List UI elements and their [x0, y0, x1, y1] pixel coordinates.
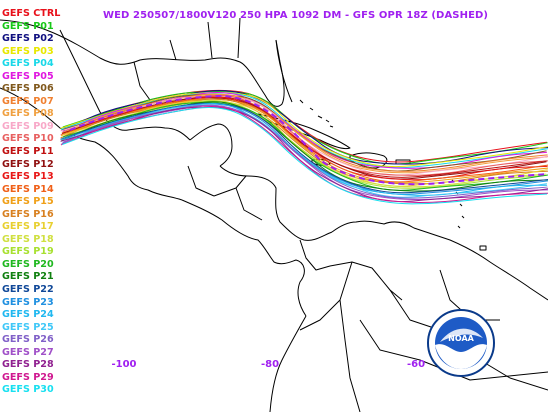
member-contour [60, 101, 548, 192]
member-contour [60, 92, 548, 168]
legend-item: GEFS P06 [2, 83, 54, 95]
member-contour [60, 106, 548, 203]
legend-item: GEFS P29 [2, 371, 54, 383]
legend-item: GEFS P11 [2, 146, 54, 158]
legend-item: GEFS P13 [2, 171, 54, 183]
legend-item: GEFS P14 [2, 183, 54, 195]
member-contour [61, 94, 548, 174]
noaa-logo: NOAA [427, 309, 495, 377]
member-contour [60, 98, 548, 185]
legend-item: GEFS CTRL [2, 8, 61, 19]
legend-item: GEFS P03 [2, 45, 54, 57]
longitude-label: -60 [406, 359, 426, 370]
member-contour [60, 94, 548, 176]
legend-item: GEFS P21 [2, 271, 54, 283]
member-contour [60, 102, 548, 194]
legend-item: GEFS P24 [2, 309, 54, 321]
member-contour [63, 96, 548, 181]
member-contour [62, 92, 547, 169]
member-contour [62, 106, 548, 205]
ensemble-member-contours [60, 89, 548, 205]
legend-item: GEFS P28 [2, 359, 54, 371]
noaa-logo-text: NOAA [448, 334, 474, 343]
member-contour [62, 103, 548, 196]
legend-item: GEFS P17 [2, 221, 54, 233]
legend-item: GEFS P30 [2, 384, 54, 396]
legend-item: GEFS P19 [2, 246, 54, 258]
legend-item: GEFS P07 [2, 95, 54, 107]
legend-item: GEFS P26 [2, 334, 54, 346]
legend-item: GEFS P12 [2, 158, 54, 170]
legend-item: GEFS P04 [2, 58, 54, 70]
longitude-label: -100 [111, 359, 137, 370]
longitude-label: -80 [260, 359, 280, 370]
legend-item: GEFS P15 [2, 196, 54, 208]
legend-item: GEFS P25 [2, 321, 54, 333]
member-contour [63, 100, 548, 189]
legend-item: GEFS P01 [2, 20, 54, 32]
member-contour [60, 98, 548, 184]
legend-item: GEFS P27 [2, 346, 54, 358]
gfs-operational-contour [69, 94, 548, 186]
gfs-operational-dashed-contour [69, 94, 548, 186]
legend-item: GEFS P08 [2, 108, 54, 120]
legend-item: GEFS P18 [2, 233, 54, 245]
legend-item: GEFS P09 [2, 120, 54, 132]
legend-item: GEFS P02 [2, 33, 54, 45]
legend-item: GEFS P16 [2, 208, 54, 220]
ensemble-legend: GEFS CTRL GEFS P01 GEFS P02 GEFS P03 GEFS P0… [2, 8, 60, 397]
member-contour [61, 104, 548, 201]
legend-item: GEFS P23 [2, 296, 54, 308]
member-contour [61, 90, 548, 165]
legend-item: GEFS P10 [2, 133, 54, 145]
map-title: WED 250507/1800V120 250 HPA 1092 DM - GF… [103, 10, 489, 21]
legend-item: GEFS P20 [2, 258, 54, 270]
legend-item: GEFS P05 [2, 70, 54, 82]
legend-item: GEFS P22 [2, 284, 54, 296]
